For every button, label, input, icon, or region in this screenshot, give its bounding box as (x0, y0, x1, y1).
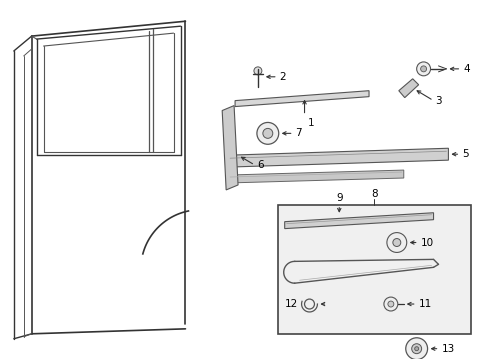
Text: 9: 9 (336, 193, 343, 203)
Polygon shape (399, 79, 418, 98)
Text: 2: 2 (280, 72, 286, 82)
Polygon shape (228, 148, 448, 167)
Text: 8: 8 (371, 189, 378, 199)
Text: 4: 4 (464, 64, 470, 74)
Text: 3: 3 (436, 96, 442, 105)
Circle shape (415, 347, 418, 351)
Circle shape (416, 62, 431, 76)
Text: 7: 7 (295, 129, 302, 138)
Circle shape (406, 338, 428, 360)
Circle shape (420, 66, 427, 72)
Circle shape (412, 344, 421, 354)
Text: 13: 13 (441, 344, 455, 354)
Text: 1: 1 (308, 118, 314, 129)
Circle shape (384, 297, 398, 311)
Text: 10: 10 (420, 238, 434, 248)
Polygon shape (222, 105, 238, 190)
Circle shape (393, 239, 401, 247)
Polygon shape (285, 213, 434, 229)
Polygon shape (228, 170, 404, 183)
Bar (278, 205, 471, 334)
Text: 6: 6 (257, 160, 264, 170)
Circle shape (254, 67, 262, 75)
Text: 5: 5 (462, 149, 469, 159)
Circle shape (257, 122, 279, 144)
Text: 11: 11 (418, 299, 432, 309)
Circle shape (263, 129, 273, 138)
Polygon shape (235, 91, 369, 107)
Circle shape (388, 301, 394, 307)
Circle shape (387, 233, 407, 252)
Text: 12: 12 (284, 299, 297, 309)
